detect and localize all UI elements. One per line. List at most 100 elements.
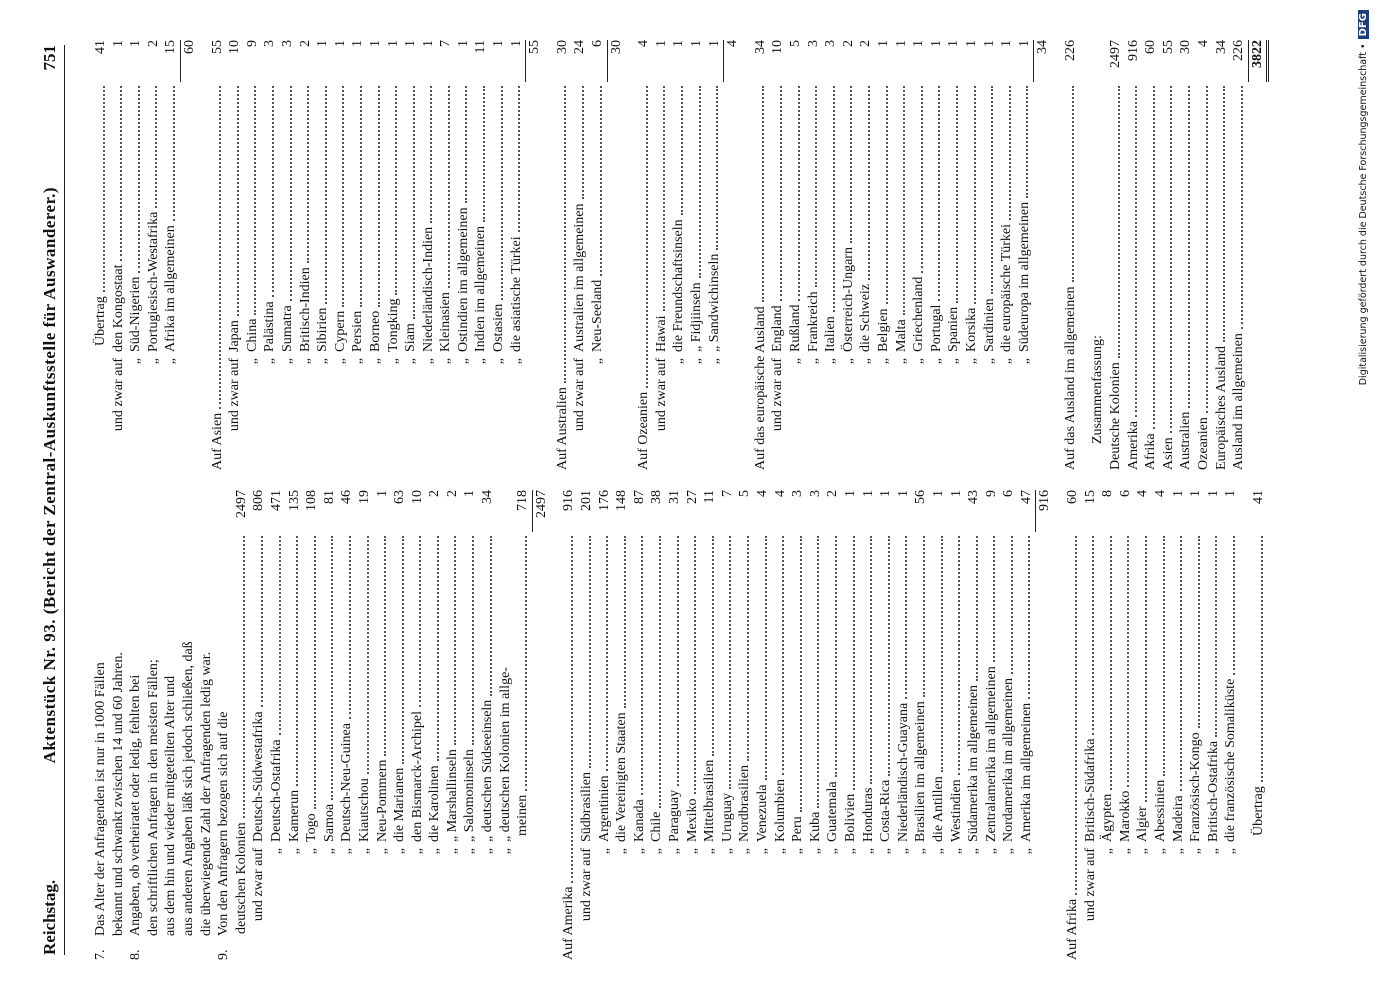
label: die Freundschaftsinseln <box>671 219 687 352</box>
label: Palästina <box>262 301 278 352</box>
row: „ Brasilien im allgemeinen 56 <box>912 490 930 960</box>
label: die Antillen <box>930 776 946 842</box>
number: 4 <box>772 490 788 497</box>
row: und zwar auf Hawai 1 <box>652 40 671 470</box>
prefix: und zwar auf <box>251 848 267 922</box>
row: „ Chile 38 <box>648 490 666 960</box>
prefix: „ <box>614 848 630 855</box>
number: 15 <box>1082 490 1098 504</box>
number: 9 <box>983 490 999 497</box>
number: 2 <box>297 40 313 47</box>
label: die europäische Türkei <box>999 223 1015 352</box>
row: „ Portugal 1 <box>927 40 946 470</box>
number: 6 <box>1001 490 1017 497</box>
number: 806 <box>251 490 267 511</box>
leader <box>472 86 486 223</box>
prefix: „ <box>1153 848 1169 855</box>
leader <box>652 86 666 312</box>
number: 2497 <box>1108 40 1124 68</box>
note-number <box>198 936 216 960</box>
label: Deutsch-Neu-Guinea <box>339 723 355 842</box>
row: „ China 9 <box>243 40 262 470</box>
prefix: „ <box>403 358 419 365</box>
leader <box>589 86 602 276</box>
spacer <box>180 86 194 466</box>
note-number: 7. <box>93 949 108 961</box>
label: Belgien <box>875 308 891 352</box>
number: 30 <box>554 40 570 54</box>
leader <box>578 536 591 768</box>
prefix: „ <box>356 848 372 855</box>
prefix: „ <box>163 358 179 365</box>
label: Mexiko <box>684 798 700 842</box>
prefix: „ <box>279 358 295 365</box>
number: 916 <box>1125 40 1141 61</box>
number: 2 <box>825 490 841 497</box>
number: 9 <box>244 40 260 47</box>
label: Kleinasien <box>438 292 454 352</box>
note-text: aus dem hin und wieder mitgeteilten Alte… <box>163 675 179 936</box>
label: Indien im allgemeinen <box>473 226 489 352</box>
number: 1 <box>374 490 390 497</box>
sum-row: 3822 <box>1247 40 1270 470</box>
leader <box>912 536 925 698</box>
prefix: „ <box>268 848 284 855</box>
subtotal: 916 <box>1035 490 1055 532</box>
label: Persien <box>350 310 366 352</box>
leader <box>1195 86 1208 414</box>
number: 1 <box>911 40 927 47</box>
leader <box>841 536 855 790</box>
leader <box>1017 536 1031 699</box>
leader <box>1152 536 1165 776</box>
label: Italien <box>823 316 839 352</box>
leader <box>857 86 870 280</box>
leader <box>688 86 701 279</box>
spacer <box>1033 86 1047 466</box>
leader <box>296 86 310 264</box>
label: Auf Afrika <box>1065 898 1081 960</box>
leader <box>162 86 175 222</box>
label: Frankreich <box>805 291 821 352</box>
spacer <box>525 86 539 466</box>
label: Nordbrasilien <box>737 765 753 842</box>
prefix: „ <box>304 848 320 855</box>
label: Uruguay <box>719 793 735 842</box>
subtotal-row: 4 <box>723 40 742 470</box>
spacer <box>723 86 737 466</box>
row: „ Nordamerika im allgemeinen 6 <box>1000 490 1018 960</box>
leader <box>945 86 958 303</box>
row: Asien 55 <box>1159 40 1178 470</box>
leader <box>839 86 853 244</box>
number: 1 <box>1223 490 1239 497</box>
label: Mittelbrasilien <box>702 759 718 842</box>
row: Australien 30 <box>1177 40 1195 470</box>
number: 34 <box>752 40 768 54</box>
prefix: und zwar auf <box>770 358 786 432</box>
label: Costa-Rica <box>878 779 894 842</box>
row: „ Sibirien 1 <box>314 40 332 470</box>
leader <box>243 86 257 315</box>
row: „ die Vereinigten Staaten 148 <box>613 490 631 960</box>
row: „ die Karolinen 2 <box>426 490 444 960</box>
label: Madeira <box>1170 795 1186 842</box>
row: und zwar auf England 10 <box>769 40 787 470</box>
label: Neu-Seeland <box>590 279 606 352</box>
leader <box>1212 86 1226 342</box>
number: 4 <box>1196 40 1212 47</box>
prefix: „ <box>966 848 982 855</box>
row: „ Kolumbien 4 <box>771 490 790 960</box>
prefix: „ <box>689 358 704 365</box>
row: „ Frankreich 3 <box>804 40 823 470</box>
prefix: „ <box>315 358 331 365</box>
prefix: „ <box>948 848 964 855</box>
row: meinen 718 <box>514 490 532 960</box>
prefix: „ <box>262 358 278 365</box>
prefix: „ <box>409 848 425 855</box>
label: Paraguay <box>667 789 682 842</box>
prefix: „ <box>858 358 874 365</box>
prefix: „ <box>823 358 839 365</box>
number: 1 <box>999 40 1015 47</box>
row: „ Deutsch-Ostafrika 471 <box>267 490 286 960</box>
number: 11 <box>702 490 718 504</box>
prefix: „ <box>1135 848 1151 855</box>
